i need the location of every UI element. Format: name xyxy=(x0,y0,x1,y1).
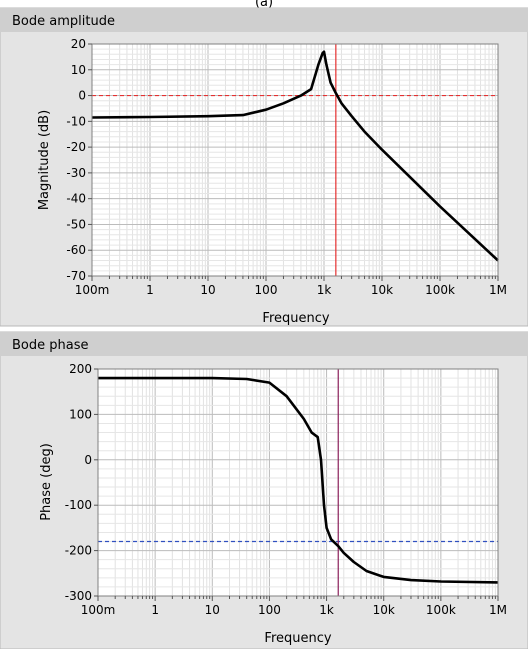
x-tick-label: 10 xyxy=(200,283,215,297)
y-tick-label: 0 xyxy=(78,89,86,103)
y-tick-label: -20 xyxy=(66,140,86,154)
x-tick-label: 1 xyxy=(146,283,154,297)
y-tick-label: 200 xyxy=(69,362,92,376)
amplitude-x-axis-label: Frequency xyxy=(262,311,329,326)
phase-y-ticks: 200 100 0 -100 -200 -300 xyxy=(65,362,98,603)
y-tick-label: -50 xyxy=(66,217,86,231)
phase-x-ticks: 100m 1 10 100 1k 10k 100k 1M xyxy=(81,596,507,617)
x-tick-label: 100m xyxy=(75,283,110,297)
response-curve xyxy=(91,50,499,262)
y-tick-label: -300 xyxy=(65,589,92,603)
amplitude-y-ticks: 20 10 0 -10 -20 -30 -40 -50 -60 -70 xyxy=(66,37,92,283)
phase-curve-layer xyxy=(98,376,499,584)
y-tick-label: -60 xyxy=(66,243,86,257)
y-tick-label: 20 xyxy=(71,37,86,51)
y-tick-label: -100 xyxy=(65,498,92,512)
x-tick-label: 1M xyxy=(489,283,507,297)
amplitude-title-bar xyxy=(0,8,528,32)
x-tick-label: 10k xyxy=(371,283,393,297)
figure-label: (a) xyxy=(255,0,273,10)
x-tick-label: 10 xyxy=(205,603,220,617)
phase-panel-title: Bode phase xyxy=(12,338,88,353)
amplitude-plot-border xyxy=(91,43,499,277)
phase-plot-area[interactable] xyxy=(98,369,498,596)
x-tick-label: 1 xyxy=(151,603,159,617)
phase-reference-lines xyxy=(98,369,498,596)
x-tick-label: 100 xyxy=(255,283,278,297)
bode-amplitude-panel: Bode amplitude 20100-10-20-30-40-50-60-7… xyxy=(0,7,528,327)
x-tick-label: 1M xyxy=(489,603,507,617)
x-tick-label: 100k xyxy=(425,283,455,297)
phase-title-bar xyxy=(0,332,528,356)
x-tick-label: 100m xyxy=(81,603,116,617)
x-tick-label: 100 xyxy=(258,603,281,617)
y-tick-label: 0 xyxy=(84,453,92,467)
x-tick-label: 10k xyxy=(373,603,395,617)
x-tick-label: 100k xyxy=(426,603,456,617)
y-tick-label: -200 xyxy=(65,544,92,558)
response-curve xyxy=(98,376,499,584)
y-tick-label: -40 xyxy=(66,192,86,206)
phase-plot-border xyxy=(97,368,499,597)
amplitude-panel-title: Bode amplitude xyxy=(12,14,115,29)
amplitude-y-axis-label: Magnitude (dB) xyxy=(37,110,52,210)
amplitude-reference-lines xyxy=(92,44,498,276)
y-tick-label: 100 xyxy=(69,407,92,421)
y-tick-label: -30 xyxy=(66,166,86,180)
y-tick-label: -10 xyxy=(66,114,86,128)
phase-y-axis-label: Phase (deg) xyxy=(39,443,54,521)
amplitude-x-ticks: 100m 1 10 100 1k 10k 100k 1M xyxy=(75,276,507,297)
amplitude-curve-layer xyxy=(91,50,499,262)
y-tick-label: -70 xyxy=(66,269,86,283)
x-tick-label: 1k xyxy=(319,603,334,617)
x-tick-label: 1k xyxy=(317,283,332,297)
amplitude-plot-area[interactable] xyxy=(92,44,498,276)
y-tick-label: 10 xyxy=(71,63,86,77)
phase-x-axis-label: Frequency xyxy=(264,631,331,646)
